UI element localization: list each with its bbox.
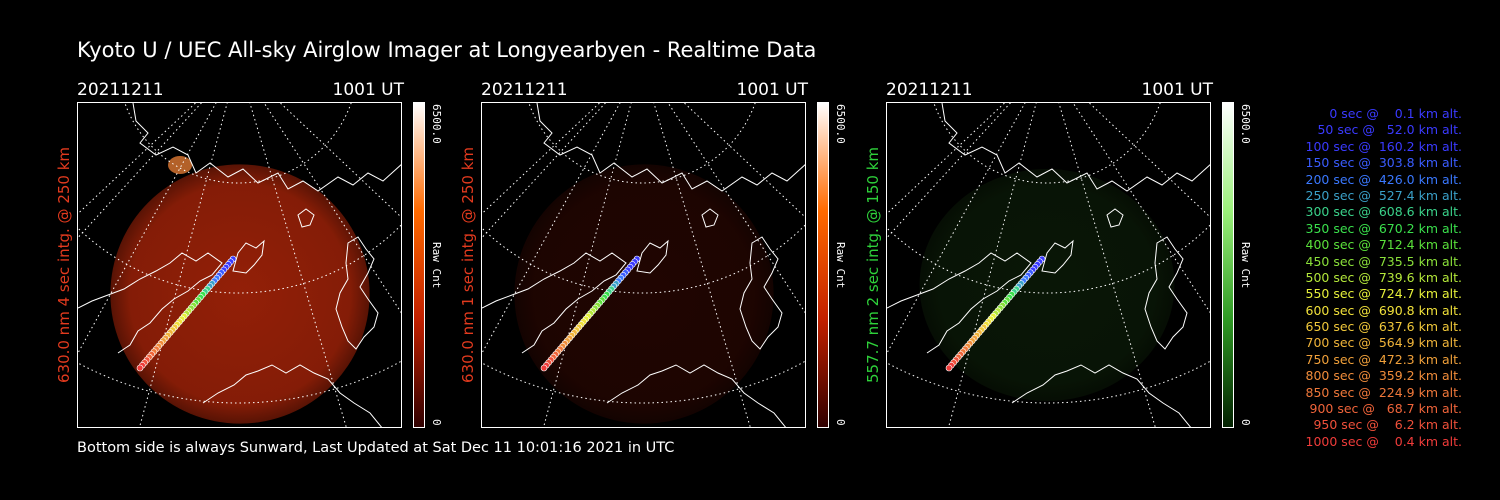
legend-row: 100 sec @ 160.2 km alt. [1301, 138, 1463, 154]
aurora-spot [168, 156, 192, 174]
legend-row: 750 sec @ 472.3 km alt. [1301, 351, 1463, 367]
all-sky-map [77, 102, 402, 428]
colorbar [1222, 102, 1234, 428]
legend-row: 400 sec @ 712.4 km alt. [1301, 237, 1463, 253]
colorbar-max-label: 6500.0 [834, 104, 847, 144]
legend-row: 500 sec @ 739.6 km alt. [1301, 269, 1463, 285]
trajectory-track [945, 255, 1046, 372]
legend-row: 850 sec @ 224.9 km alt. [1301, 384, 1463, 400]
trajectory-track [136, 255, 237, 372]
legend-row: 950 sec @ 6.2 km alt. [1309, 417, 1462, 433]
imager-panel-1: 20211211 1001 UT 630.0 nm 4 sec intg. @ … [55, 80, 482, 428]
legend-row: 450 sec @ 735.5 km alt. [1301, 253, 1463, 269]
panel-wavelength-label: 557.7 nm 2 sec intg. @ 150 km [864, 146, 882, 384]
panel-time: 1001 UT [332, 80, 405, 100]
map-grid [482, 103, 805, 427]
legend-row: 600 sec @ 690.8 km alt. [1301, 302, 1463, 318]
legend-row: 250 sec @ 527.4 km alt. [1301, 187, 1463, 203]
colorbar-min-label: 0 [430, 419, 443, 426]
legend-row: 200 sec @ 426.0 km alt. [1301, 171, 1463, 187]
legend-row: 900 sec @ 68.7 km alt. [1305, 401, 1462, 417]
panel-time: 1001 UT [1141, 80, 1214, 100]
trajectory-track [540, 255, 641, 372]
map-drawing [887, 103, 1210, 427]
legend-row: 0 sec @ 0.1 km alt. [1317, 106, 1462, 121]
legend-row: 300 sec @ 608.6 km alt. [1301, 204, 1463, 220]
colorbar-max-label: 6500.0 [1239, 104, 1252, 144]
legend-row: 550 sec @ 724.7 km alt. [1301, 286, 1463, 302]
panel-wavelength-label: 630.0 nm 1 sec intg. @ 250 km [459, 146, 477, 384]
coastlines [887, 103, 1210, 427]
all-sky-map [886, 102, 1211, 428]
airglow-field [110, 164, 370, 424]
colorbar-min-label: 0 [1239, 419, 1252, 426]
coastlines [78, 103, 401, 427]
legend-row: 1000 sec @ 0.4 km alt. [1305, 433, 1462, 449]
colorbar-unit-label: Raw Cnt [430, 242, 443, 289]
trajectory-legend: 0 sec @ 0.1 km alt. 50 sec @ 52.0 km alt… [1262, 106, 1463, 450]
imager-panel-2: 20211211 1001 UT 630.0 nm 1 sec intg. @ … [459, 80, 886, 428]
legend-row: 700 sec @ 564.9 km alt. [1301, 335, 1463, 351]
footer-note: Bottom side is always Sunward, Last Upda… [77, 440, 675, 456]
page-title: Kyoto U / UEC All-sky Airglow Imager at … [77, 38, 817, 62]
panel-date: 20211211 [77, 80, 164, 100]
colorbar-max-label: 6500.0 [430, 104, 443, 144]
airglow-field [919, 169, 1175, 401]
colorbar [817, 102, 829, 428]
map-drawing [482, 103, 805, 427]
trajectory-point [136, 364, 144, 372]
panel-time: 1001 UT [736, 80, 809, 100]
legend-row: 50 sec @ 52.0 km alt. [1309, 122, 1462, 138]
colorbar [413, 102, 425, 428]
map-grid [887, 103, 1210, 427]
trajectory-point [945, 364, 953, 372]
coastlines [482, 103, 805, 427]
map-grid [78, 103, 401, 427]
trajectory-point [540, 364, 548, 372]
legend-row: 150 sec @ 303.8 km alt. [1301, 155, 1463, 171]
legend-row: 650 sec @ 637.6 km alt. [1301, 319, 1463, 335]
imager-panel-3: 20211211 1001 UT 557.7 nm 2 sec intg. @ … [864, 80, 1291, 428]
map-drawing [78, 103, 401, 427]
colorbar-unit-label: Raw Cnt [1239, 242, 1252, 289]
colorbar-min-label: 0 [834, 419, 847, 426]
all-sky-map [481, 102, 806, 428]
legend-row: 350 sec @ 670.2 km alt. [1301, 220, 1463, 236]
panel-wavelength-label: 630.0 nm 4 sec intg. @ 250 km [55, 146, 73, 384]
airglow-field [514, 164, 774, 424]
legend-row: 800 sec @ 359.2 km alt. [1301, 368, 1463, 384]
colorbar-unit-label: Raw Cnt [834, 242, 847, 289]
panel-date: 20211211 [481, 80, 568, 100]
panel-date: 20211211 [886, 80, 973, 100]
